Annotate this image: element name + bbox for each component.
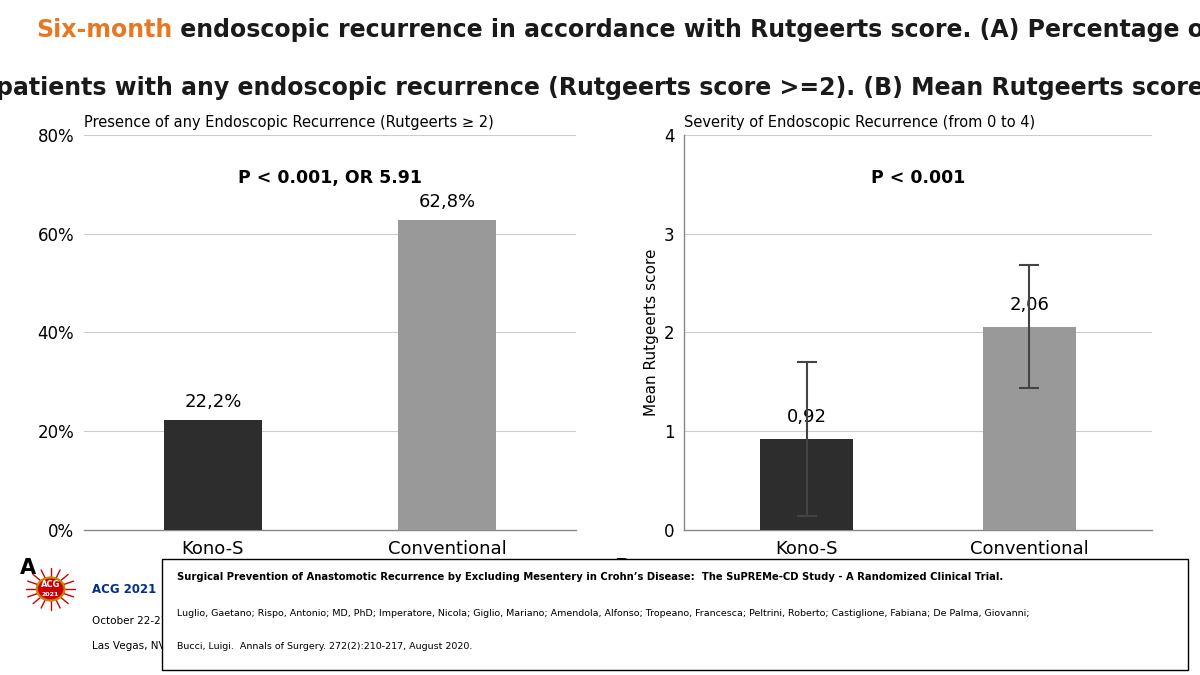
Text: 22,2%: 22,2%	[184, 394, 241, 412]
Text: A: A	[20, 558, 36, 578]
FancyBboxPatch shape	[162, 559, 1188, 670]
Text: Bucci, Luigi.  Annals of Surgery. 272(2):210-217, August 2020.: Bucci, Luigi. Annals of Surgery. 272(2):…	[178, 642, 473, 651]
Text: 2021: 2021	[42, 592, 59, 597]
Text: Surgical Prevention of Anastomotic Recurrence by Excluding Mesentery in Crohn’s : Surgical Prevention of Anastomotic Recur…	[178, 572, 1003, 582]
Text: P < 0.001: P < 0.001	[871, 169, 965, 188]
Text: Las Vegas, NV: Las Vegas, NV	[92, 641, 166, 651]
Y-axis label: Mean Rutgeerts score: Mean Rutgeerts score	[644, 248, 660, 416]
Text: 2,06: 2,06	[1009, 296, 1049, 314]
Text: endoscopic recurrence in accordance with Rutgeerts score. (A) Percentage of: endoscopic recurrence in accordance with…	[173, 18, 1200, 42]
Text: ACG 2021: ACG 2021	[92, 583, 156, 595]
Text: Luglio, Gaetano; Rispo, Antonio; MD, PhD; Imperatore, Nicola; Giglio, Mariano; A: Luglio, Gaetano; Rispo, Antonio; MD, PhD…	[178, 609, 1030, 618]
Bar	[398, 220, 497, 530]
Bar	[760, 439, 853, 530]
Text: Presence of any Endoscopic Recurrence (Rutgeerts ≥ 2): Presence of any Endoscopic Recurrence (R…	[84, 115, 493, 130]
Bar	[983, 327, 1076, 530]
Text: Severity of Endoscopic Recurrence (from 0 to 4): Severity of Endoscopic Recurrence (from …	[684, 115, 1036, 130]
Text: patients with any endoscopic recurrence (Rutgeerts score >=2). (B) Mean Rutgeert: patients with any endoscopic recurrence …	[0, 76, 1200, 101]
Circle shape	[37, 578, 65, 601]
Bar	[163, 421, 262, 530]
Text: B: B	[613, 558, 630, 578]
Text: October 22-27: October 22-27	[92, 616, 168, 626]
Text: ACG: ACG	[41, 580, 60, 589]
Text: Six-month: Six-month	[36, 18, 173, 42]
Text: 62,8%: 62,8%	[419, 193, 475, 211]
Text: 0,92: 0,92	[786, 408, 827, 426]
Text: P < 0.001, OR 5.91: P < 0.001, OR 5.91	[238, 169, 422, 188]
